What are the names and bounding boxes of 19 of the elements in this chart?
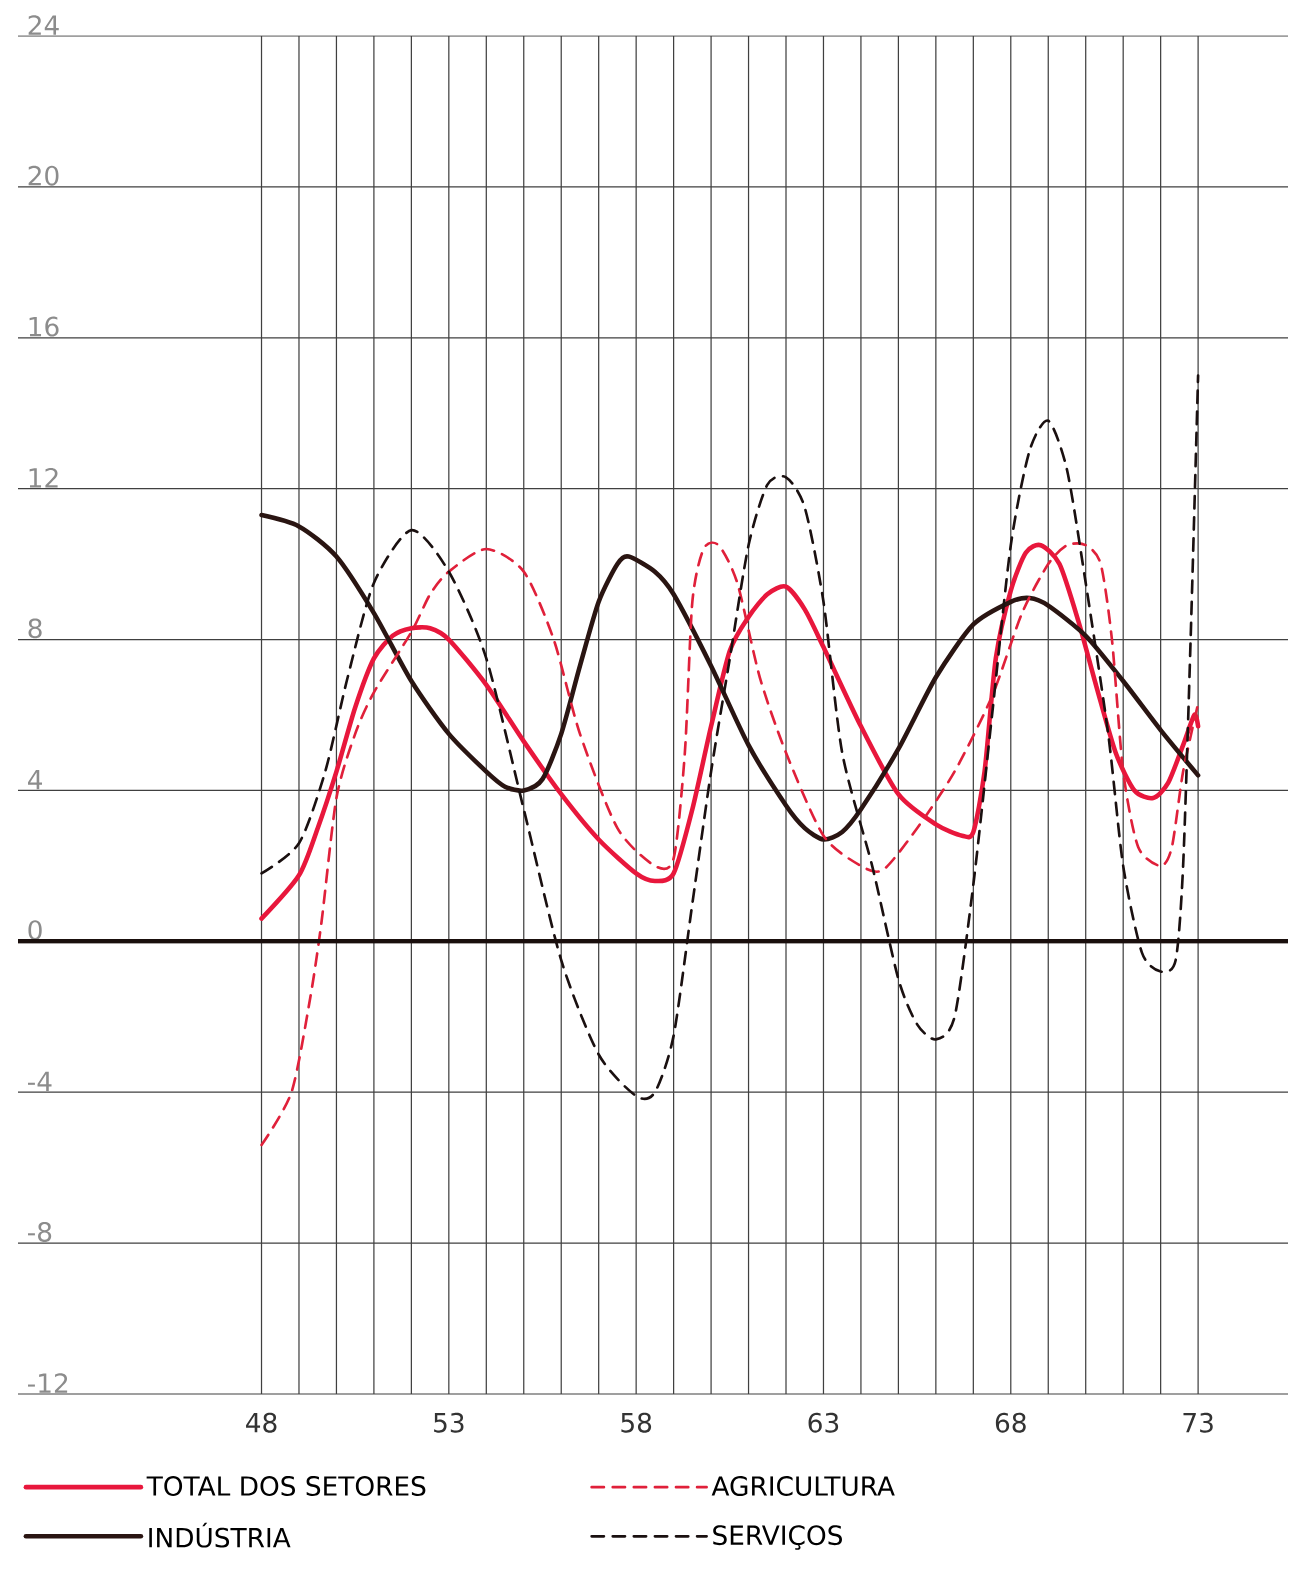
- legend-label: AGRICULTURA: [711, 1476, 895, 1497]
- y-tick-label: 20: [28, 165, 59, 186]
- y-tick-label: -4: [28, 1071, 52, 1092]
- legend-label: INDÚSTRIA: [149, 1522, 291, 1548]
- y-tick-label: 16: [29, 316, 59, 337]
- x-tick-label: 63: [808, 1412, 839, 1433]
- y-tick-label: 24: [28, 15, 59, 35]
- x-tick-label: 73: [1183, 1412, 1213, 1433]
- legend-label: SERVIÇOS: [713, 1525, 843, 1550]
- legend-label: TOTAL DOS SETORES: [146, 1476, 426, 1497]
- y-tick-label: -8: [28, 1221, 52, 1242]
- y-tick-label: 12: [29, 467, 58, 488]
- y-tick-label: 8: [28, 618, 42, 639]
- y-tick-label: 4: [28, 770, 43, 790]
- x-tick-label: 58: [621, 1412, 652, 1433]
- x-tick-label: 53: [434, 1412, 464, 1433]
- x-tick-label: 48: [246, 1412, 277, 1433]
- x-tick-label: 68: [996, 1412, 1026, 1433]
- y-tick-label: -12: [28, 1373, 68, 1393]
